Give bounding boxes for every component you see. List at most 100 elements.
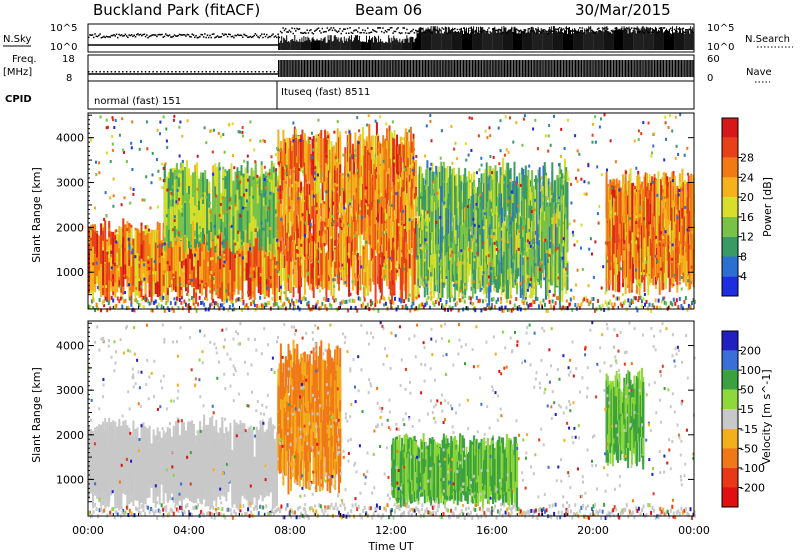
nsky-point	[266, 34, 268, 36]
nsky-point	[199, 36, 201, 38]
nsky-point	[405, 32, 407, 34]
nsky-point	[214, 37, 216, 39]
nave-point	[126, 71, 128, 73]
nave-point	[266, 71, 268, 73]
echo-cell	[114, 243, 116, 283]
nsky-point	[258, 37, 260, 39]
nave-point	[141, 71, 143, 73]
nsky-point	[365, 30, 367, 32]
nave-point	[194, 71, 196, 73]
nsky-point	[344, 28, 346, 30]
echo-cell	[268, 259, 270, 275]
echo-cell	[166, 181, 168, 226]
nsky-point	[229, 34, 231, 36]
nave-point	[92, 71, 94, 73]
nave-point	[209, 71, 211, 73]
nsky-point	[221, 36, 223, 38]
echo-cell	[145, 235, 147, 251]
echo-cell	[325, 233, 327, 245]
nave-point	[164, 71, 166, 73]
nsky-point	[142, 34, 144, 36]
echo-cell	[236, 255, 238, 289]
echo-cell	[264, 258, 266, 298]
nsky-point	[99, 33, 101, 35]
nsky-point	[674, 29, 676, 31]
nsky-point	[337, 31, 339, 33]
nave-point	[156, 71, 158, 73]
nsky-point	[315, 30, 317, 32]
echo-cell	[161, 255, 163, 302]
echo-cell	[184, 190, 186, 201]
nsky-point	[88, 37, 90, 39]
echo-cell	[415, 160, 417, 187]
nsky-point	[198, 37, 200, 39]
nsky-point	[277, 34, 279, 36]
nsky-point	[107, 36, 109, 38]
nsky-point	[488, 27, 490, 29]
nsky-point	[234, 35, 236, 37]
nsky-point	[216, 36, 218, 38]
echo-cell	[202, 204, 204, 228]
nsky-point	[168, 35, 170, 37]
nsky-point	[269, 36, 271, 38]
nsky-point	[194, 37, 196, 39]
nave-point	[88, 71, 90, 73]
nsky-point	[233, 37, 235, 39]
nsky-point	[123, 35, 125, 37]
nsky-point	[411, 30, 413, 32]
echo-cell	[271, 180, 273, 192]
echo-cell	[130, 267, 132, 296]
nave-point	[255, 71, 257, 73]
nave-point	[198, 71, 200, 73]
nsky-point	[395, 31, 397, 33]
echo-cell	[232, 181, 234, 217]
nsky-point	[582, 27, 584, 29]
nsky-point	[349, 27, 351, 29]
echo-cell	[266, 254, 268, 279]
echo-cell	[172, 200, 174, 248]
echo-cell	[196, 162, 198, 205]
nsky-point	[404, 27, 406, 29]
nsky-point	[442, 27, 444, 29]
nsky-point	[338, 30, 340, 32]
echo-cell	[258, 265, 260, 283]
nsky-point	[313, 33, 315, 35]
nsky-point	[101, 37, 103, 39]
nsky-point	[256, 35, 258, 37]
echo-cell	[506, 215, 508, 228]
echo-cell	[275, 187, 277, 209]
echo-cell	[275, 214, 277, 238]
nsky-point	[179, 34, 181, 36]
echo-cell	[96, 233, 98, 257]
nsky-point	[192, 34, 194, 36]
nave-point	[187, 71, 189, 73]
echo-cell	[261, 204, 263, 246]
nsky-point	[318, 27, 320, 29]
nsky-point	[264, 33, 266, 35]
nsky-point	[363, 32, 365, 34]
nave-point	[130, 71, 132, 73]
echo-cell	[179, 247, 181, 262]
echo-cell	[217, 259, 219, 297]
echo-cell	[183, 265, 185, 287]
nsky-point	[383, 32, 385, 34]
nsky-point	[252, 36, 254, 38]
nsky-point	[115, 35, 117, 37]
date-label: 30/Mar/2015	[575, 1, 671, 19]
nsky-point	[529, 28, 531, 30]
echo-cell	[267, 210, 269, 222]
nave-point	[99, 71, 101, 73]
nsky-point	[121, 34, 123, 36]
echo-cell	[259, 203, 261, 229]
nsky-point	[291, 27, 293, 29]
power-heatmap	[88, 113, 696, 313]
nsky-point	[116, 34, 118, 36]
nsky-point	[626, 27, 628, 29]
echo-cell	[237, 210, 239, 242]
nsky-point	[563, 28, 565, 30]
nsearch-tick-high: 10^5	[707, 23, 734, 34]
nsky-point	[280, 31, 282, 33]
nsky-point	[371, 32, 373, 34]
nsky-point	[236, 35, 238, 37]
